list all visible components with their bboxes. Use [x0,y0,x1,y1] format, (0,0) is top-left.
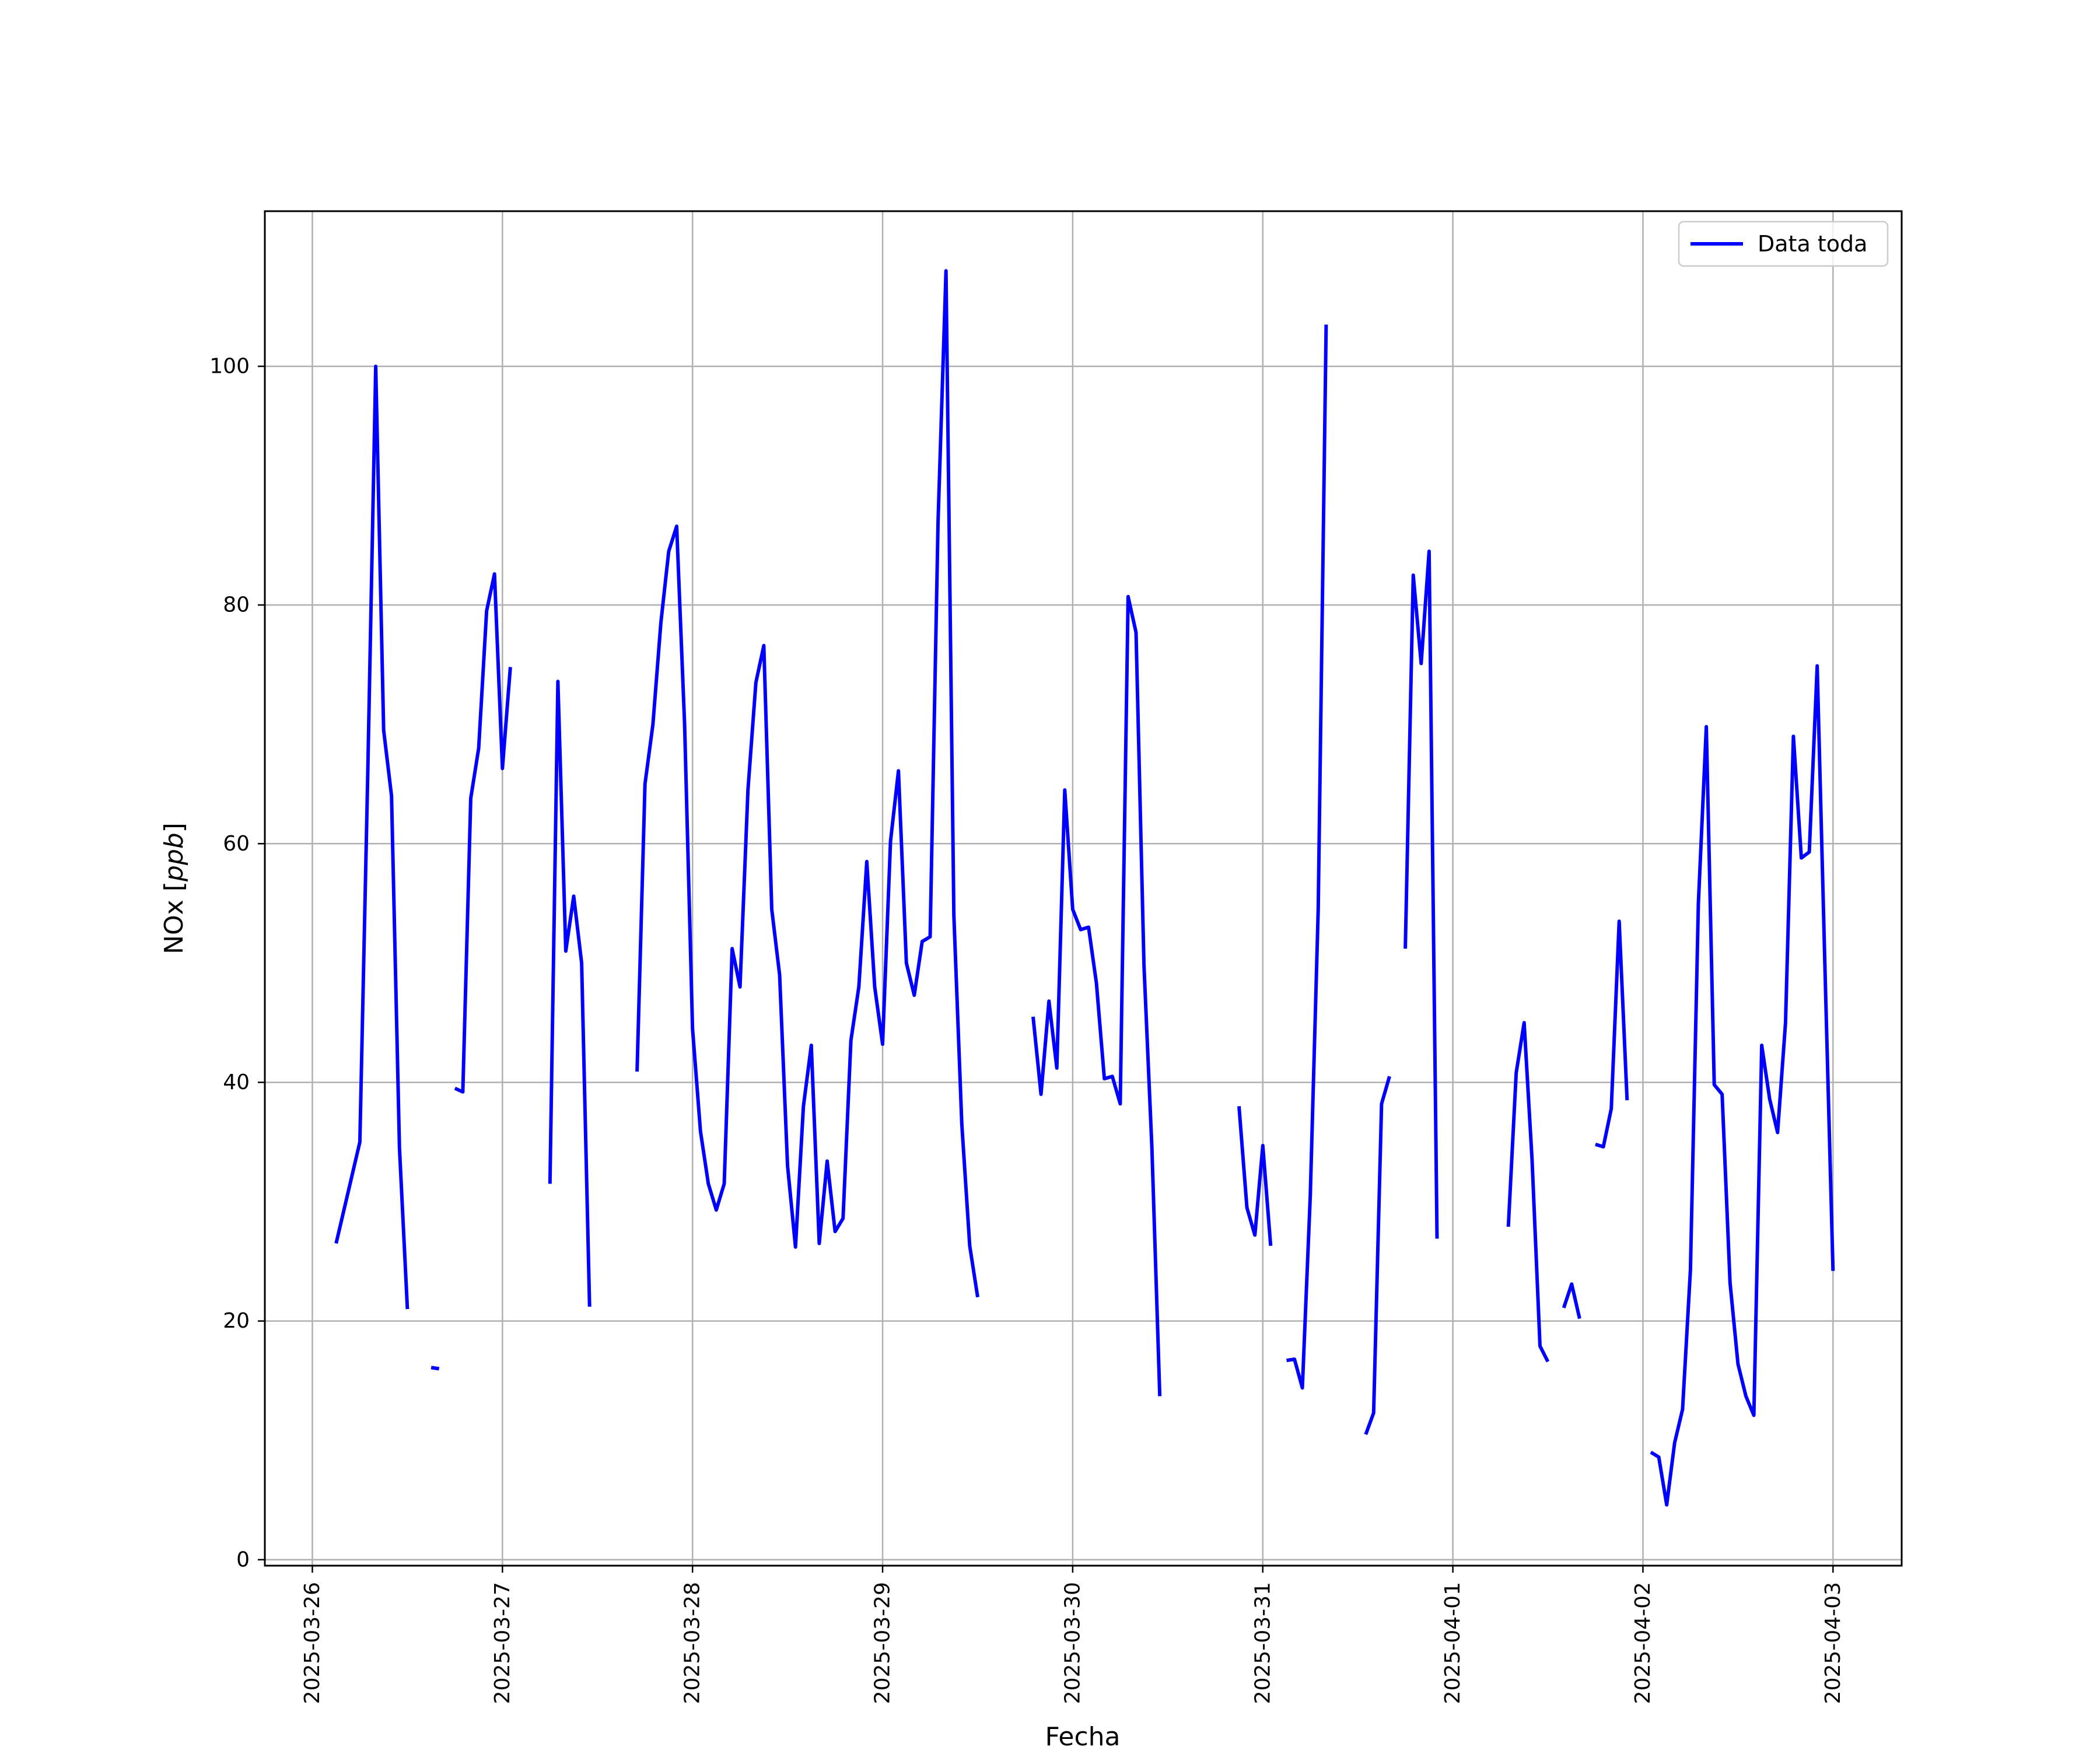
x-axis-title: Fecha [1045,1722,1120,1750]
series-line-segment [1031,594,1162,1396]
x-tick-label: 2025-04-03 [1821,1582,1845,1704]
y-tick-label: 20 [223,1309,250,1333]
y-axis-title: NOx [ppb] [159,822,189,954]
x-tick-label: 2025-03-27 [491,1582,514,1704]
series-line-segment [1286,324,1328,1390]
y-axis-ticks: 0 20 40 60 80 100 [209,354,265,1572]
series-line-segment [1404,550,1439,1239]
series-line-segment [1237,1106,1273,1246]
series-line-segment [548,680,592,1307]
y-tick-label: 100 [209,354,250,378]
legend-box [1678,220,1889,267]
series-line-segment [1595,919,1629,1149]
x-tick-label: 2025-04-01 [1441,1582,1465,1704]
series-line-segment [430,1366,440,1371]
plot-frame [264,210,1903,1567]
y-axis-title-prefix: NOx [ [159,881,189,954]
x-tick-label: 2025-03-29 [871,1582,895,1704]
series-line-segment [1650,664,1835,1507]
y-axis-title-suffix: ] [159,822,189,832]
series-line-segment [1506,1021,1550,1363]
series-line-segment [1364,1076,1391,1436]
y-gridlines [265,365,1902,1561]
x-tick-label: 2025-03-26 [300,1582,324,1704]
x-tick-label: 2025-04-02 [1631,1582,1655,1704]
series-data-toda [334,269,1835,1507]
y-tick-label: 60 [223,832,250,856]
legend-label-data-toda: Data toda [1758,231,1867,257]
y-tick-label: 0 [236,1548,250,1572]
x-axis-ticks: 2025-03-26 2025-03-27 2025-03-28 2025-03-29… [300,1566,1845,1704]
x-tick-label: 2025-03-31 [1251,1582,1275,1704]
x-gridlines [312,211,1834,1566]
plot-area-background [265,211,1902,1566]
series-line-segment [454,572,512,1094]
y-axis-title-unit: ppb [159,832,189,882]
y-tick-label: 40 [223,1070,250,1094]
x-tick-label: 2025-03-28 [681,1582,705,1704]
legend: Data toda [1678,220,1889,267]
y-tick-label: 80 [223,593,250,617]
series-line-segment [1562,1282,1581,1320]
series-line-segment [334,365,410,1310]
series-line-segment [635,269,979,1298]
x-tick-label: 2025-03-30 [1060,1582,1084,1704]
